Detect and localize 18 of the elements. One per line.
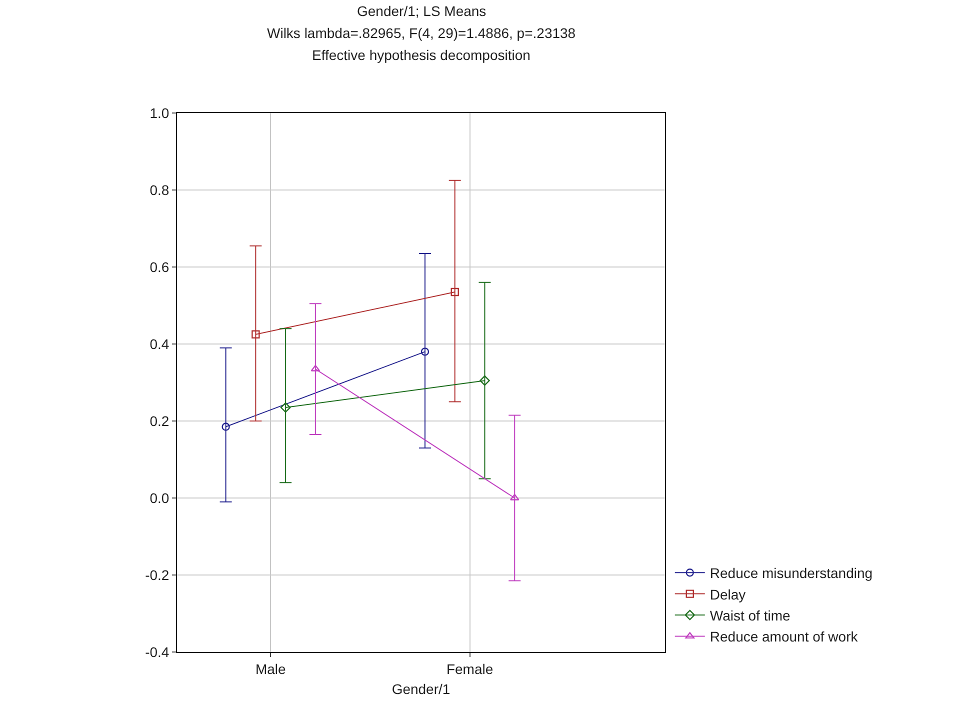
legend-label: Reduce misunderstanding <box>710 565 873 582</box>
text: Effective hypothesis decomposition <box>312 47 530 63</box>
y-tick-label: -0.2 <box>145 566 170 583</box>
legend-label: Delay <box>710 586 746 602</box>
y-tick-label: 0.0 <box>150 490 170 506</box>
y-tick-label: 0.8 <box>150 182 170 198</box>
legend-label: Waist of time <box>710 607 790 624</box>
x-tick-label: Female <box>446 660 494 677</box>
y-tick-label: -0.4 <box>145 644 170 660</box>
x-axis-title: Gender/1 <box>392 681 450 698</box>
y-tick-label: 1.0 <box>150 104 170 121</box>
y-tick-label: 0.6 <box>150 258 170 275</box>
legend-label: Reduce amount of work <box>710 628 859 645</box>
chart-subtitle: Wilks lambda=.82965, F(4, 29)=1.4886, p=.23138 <box>267 25 576 41</box>
chart-title: Gender/1; LS Means <box>357 3 486 19</box>
y-tick-label: 0.4 <box>150 336 170 352</box>
y-tick-label: 0.2 <box>150 412 170 429</box>
x-tick-label: Male <box>255 660 286 677</box>
